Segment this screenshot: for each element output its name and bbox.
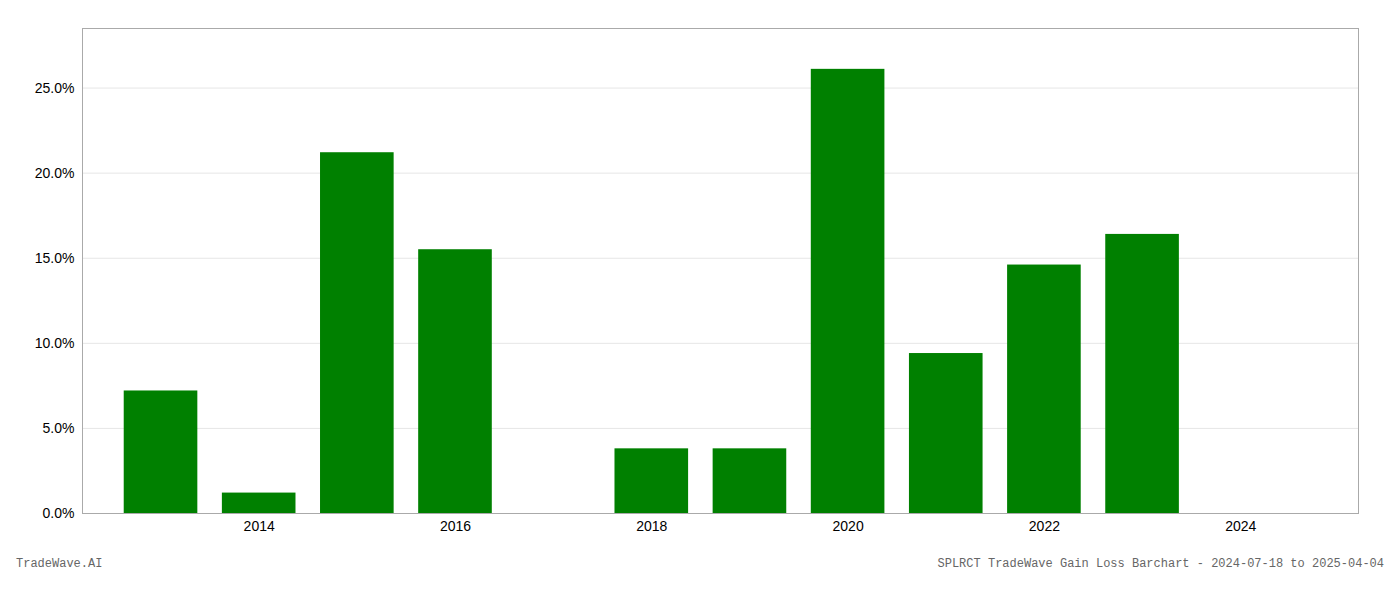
- html-text:SPLRCT TradeWave Gain Loss Bar: SPLRCT TradeWave Gain Loss Barchart - 20…: [937, 557, 1384, 571]
- svg-text:15.0%: 15.0%: [35, 250, 75, 266]
- svg-text:2018: 2018: [636, 518, 667, 534]
- html-text:TradeWave.AI: TradeWave.AI: [16, 557, 103, 571]
- svg-text:25.0%: 25.0%: [35, 80, 75, 96]
- svg-text:5.0%: 5.0%: [43, 420, 75, 436]
- svg-text:2016: 2016: [440, 518, 471, 534]
- svg-text:2020: 2020: [833, 518, 864, 534]
- svg-text:0.0%: 0.0%: [43, 505, 75, 521]
- svg-text:2014: 2014: [244, 518, 275, 534]
- svg-text:2024: 2024: [1225, 518, 1256, 534]
- svg-text:20.0%: 20.0%: [35, 165, 75, 181]
- svg-text:2022: 2022: [1029, 518, 1060, 534]
- svg-text:10.0%: 10.0%: [35, 335, 75, 351]
